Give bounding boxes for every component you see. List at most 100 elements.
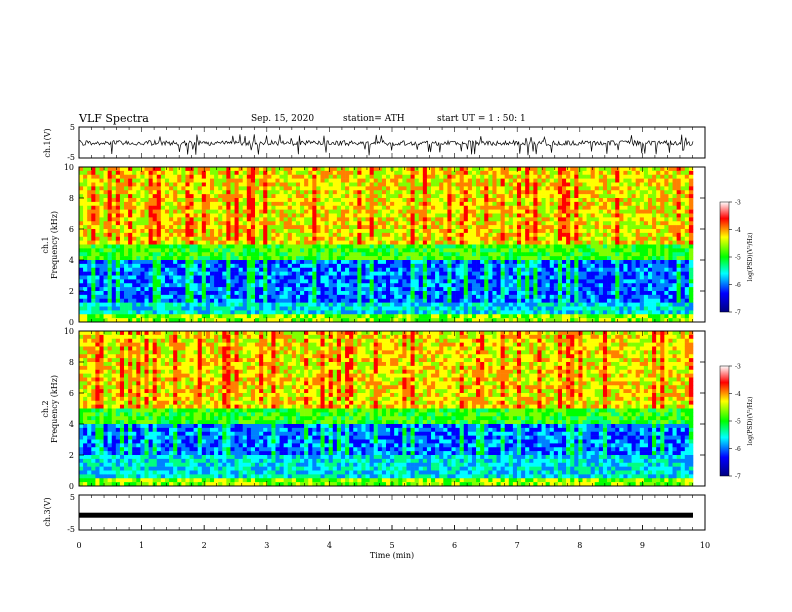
ch1-spectrogram-cell [447, 252, 452, 257]
ch1-spectrogram-cell [365, 236, 370, 241]
ch1-spectrogram-cell [418, 213, 424, 218]
ch1-spectrogram-cell [533, 240, 538, 245]
ch1-spectrogram-cell [132, 283, 137, 288]
ch1-spectrogram-cell [209, 318, 215, 323]
ch1-spectrogram-cell [516, 205, 522, 210]
ch1-spectrogram-cell [410, 283, 415, 288]
ch1-spectrogram-cell [570, 291, 575, 296]
ch1-spectrogram-cell [504, 260, 510, 265]
ch1-spectrogram-cell [230, 182, 235, 187]
ch1-spectrogram-cell [500, 213, 505, 218]
ch1-spectrogram-cell [230, 205, 235, 210]
ch1-spectrogram-cell [287, 310, 293, 315]
ch1-spectrogram-cell [451, 267, 456, 272]
ch1-spectrogram-cell [549, 201, 555, 207]
ch1-spectrogram-cell [471, 205, 477, 210]
ch1-spectrogram-cell [340, 314, 346, 319]
ch1-spectrogram-cell [263, 263, 268, 269]
ch1-spectrogram-cell [353, 279, 358, 284]
ch1-spectrogram-cell [295, 263, 301, 269]
ch1-spectrogram-cell [222, 298, 227, 303]
ch1-spectrogram-cell [197, 229, 203, 234]
ch1-spectrogram-cell [304, 201, 309, 207]
ch1-spectrogram-cell [566, 217, 571, 222]
ch1-spectrogram-cell [566, 182, 571, 187]
ch1-spectrogram-cell [95, 174, 100, 179]
ch1-spectrogram-cell [386, 275, 391, 280]
ch1-spectrogram-cell [492, 167, 497, 172]
ch1-spectrogram-cell [250, 310, 256, 315]
ch1-spectrogram-cell [443, 287, 448, 292]
ch1-spectrogram-cell [242, 283, 248, 288]
ch1-spectrogram-cell [377, 205, 383, 210]
ch1-spectrogram-cell [279, 194, 284, 199]
ch1-spectrogram-cell [111, 291, 117, 296]
ch1-spectrogram-cell [582, 275, 587, 280]
ch1-spectrogram-cell [508, 167, 514, 172]
ch1-spectrogram-cell [320, 170, 325, 176]
ch1-spectrogram-cell [214, 275, 219, 280]
ch1-spectrogram-cell [193, 170, 198, 176]
ch1-spectrogram-cell [291, 318, 297, 323]
ch1-spectrogram-cell [316, 271, 321, 276]
ch1-spectrogram-cell [451, 236, 456, 241]
ch1-spectrogram-cell [279, 217, 284, 222]
ch1-spectrogram-cell [328, 302, 334, 307]
ch1-spectrogram-cell [332, 314, 338, 319]
ch1-spectrogram-cell [340, 182, 346, 187]
ch1-spectrogram-cell [369, 236, 375, 241]
ch1-spectrogram-cell [160, 232, 166, 238]
ch1-spectrogram-cell [177, 310, 182, 315]
ch1-spectrogram-cell [332, 167, 338, 172]
ch1-spectrogram-cell [287, 225, 293, 230]
ch1-spectrogram-cell [443, 170, 448, 176]
ch1-spectrogram-cell [381, 260, 387, 265]
ch1-spectrogram-cell [209, 298, 215, 303]
ch1-spectrogram-cell [181, 306, 186, 311]
ch1-spectrogram-cell [185, 167, 190, 172]
ch1-spectrogram-cell [402, 213, 407, 218]
ch1-spectrogram-cell [570, 314, 575, 319]
ch1-spectrogram-cell [287, 182, 293, 187]
ch1-spectrogram-cell [197, 318, 203, 323]
ch1-spectrogram-cell [83, 170, 88, 176]
ch1-spectrogram-cell [381, 267, 387, 272]
ch1-spectrogram-cell [570, 252, 575, 257]
ch1-spectrogram-cell [263, 298, 268, 303]
ch1-spectrogram-cell [308, 287, 313, 292]
ch1-spectrogram-cell [263, 260, 268, 265]
ch1-spectrogram-cell [336, 294, 342, 300]
ch1-spectrogram-cell [107, 167, 113, 172]
station-label: station= ATH [343, 114, 405, 124]
ch1-spectrogram-cell [578, 294, 583, 300]
ch1-spectrogram-cell [193, 306, 198, 311]
ch1-spectrogram-cell [463, 201, 469, 207]
ch1-spectrogram-cell [152, 252, 158, 257]
ch1-spectrogram-cell [124, 205, 129, 210]
ch1-spectrogram-cell [336, 174, 342, 179]
ch1-spectrogram-cell [516, 167, 522, 172]
ch1-spectrogram-cell [148, 182, 153, 187]
ch1-spectrogram-cell [500, 263, 505, 269]
ch1-spectrogram-cell [488, 306, 493, 311]
ch1-spectrogram-cell [177, 267, 182, 272]
ch1-spectrogram-cell [193, 287, 198, 292]
ch1-spectrogram-cell [459, 244, 465, 249]
ch1-spectrogram-cell [304, 306, 309, 311]
ch1-spectrogram-cell [386, 174, 391, 179]
ch1-spectrogram-cell [431, 225, 436, 230]
ch1-spectrogram-cell [353, 256, 358, 261]
ch1-spectrogram-cell [222, 275, 227, 280]
ch1-spectrogram-cell [136, 306, 141, 311]
ch1-spectrogram-cell [369, 178, 375, 183]
ch1-spectrogram-cell [340, 252, 346, 257]
ch1-spectrogram-cell [205, 252, 211, 257]
ch1-spectrogram-cell [361, 232, 366, 238]
ch1-spectrogram-cell [459, 306, 465, 311]
ch1-spectrogram-cell [103, 232, 108, 238]
ch1-spectrogram-cell [332, 190, 338, 195]
ch1-spectrogram-cell [377, 201, 383, 207]
ch1-spectrogram-cell [512, 240, 518, 245]
ch1-spectrogram-cell [455, 213, 460, 218]
ch1-spectrogram-cell [152, 221, 158, 226]
